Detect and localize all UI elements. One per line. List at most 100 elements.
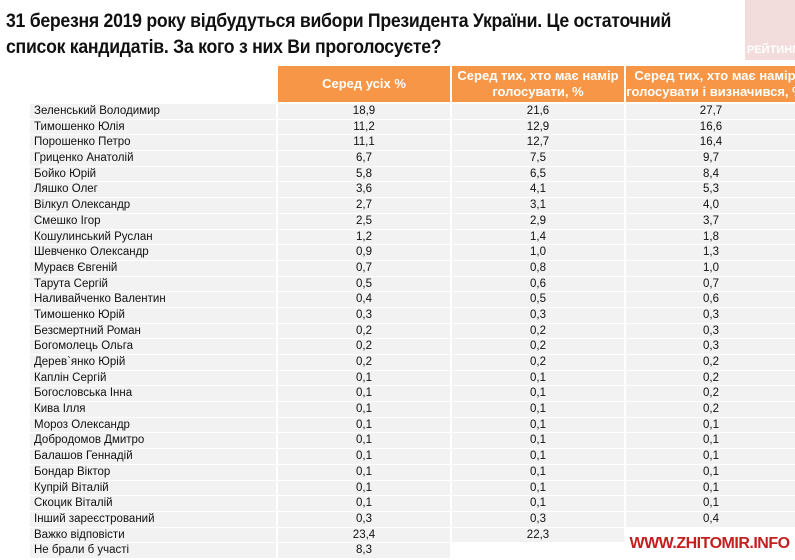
value-cell: 0,6: [626, 292, 795, 308]
candidate-name: Безсмертний Роман: [30, 323, 278, 340]
value-cell: 0,3: [626, 323, 795, 340]
value-cell: 16,4: [626, 135, 795, 152]
table-row: Тимошенко Юлія 11,2 12,9 16,6: [30, 119, 795, 136]
value-cell: 0,1: [278, 464, 452, 481]
column-header: Серед тих, хто має намір голосувати і ви…: [626, 66, 795, 102]
candidate-name: Каплін Сергій: [30, 370, 278, 387]
candidate-name: Тимошенко Юлія: [30, 119, 278, 136]
value-cell: 1,0: [452, 245, 626, 261]
value-cell: [452, 543, 626, 559]
table-row: Порошенко Петро 11,1 12,7 16,4: [30, 135, 795, 152]
value-cell: 27,7: [626, 104, 795, 120]
candidate-name: Порошенко Петро: [30, 135, 278, 152]
candidate-name: Тимошенко Юрій: [30, 307, 278, 324]
value-cell: 0,4: [278, 292, 452, 308]
table-row: Шевченко Олександр 0,9 1,0 1,3: [30, 245, 795, 261]
value-cell: 0,1: [278, 386, 452, 403]
value-cell: 0,2: [452, 323, 626, 340]
value-cell: 5,8: [278, 166, 452, 183]
value-cell: 22,3: [452, 527, 626, 544]
candidate-name: Балашов Геннадій: [30, 449, 278, 465]
value-cell: 0,2: [278, 355, 452, 371]
table-row: Наливайченко Валентин 0,4 0,5 0,6: [30, 292, 795, 308]
value-cell: 0,3: [626, 307, 795, 324]
value-cell: 0,7: [278, 260, 452, 277]
table-row: Бойко Юрій 5,8 6,5 8,4: [30, 166, 795, 183]
table-row: Богословська Інна 0,1 0,1 0,2: [30, 386, 795, 403]
value-cell: 0,1: [452, 417, 626, 434]
candidate-name: Скоцик Віталій: [30, 496, 278, 512]
value-cell: 3,6: [278, 182, 452, 199]
value-cell: 0,2: [452, 355, 626, 371]
value-cell: 0,1: [278, 417, 452, 434]
value-cell: 0,1: [626, 433, 795, 450]
value-cell: 6,7: [278, 151, 452, 167]
table-row: Добродомов Дмитро 0,1 0,1 0,1: [30, 433, 795, 450]
value-cell: 1,2: [278, 229, 452, 246]
value-cell: 1,8: [626, 229, 795, 246]
value-cell: 0,1: [452, 464, 626, 481]
table-row: Інший зареєстрований 0,3 0,3 0,4: [30, 511, 795, 528]
candidate-name: Зеленський Володимир: [30, 104, 278, 120]
value-cell: [626, 543, 795, 559]
value-cell: 0,1: [452, 449, 626, 465]
brand-logo: РЕЙТИНГ: [745, 0, 795, 60]
table-row: Дерев`янко Юрій 0,2 0,2 0,2: [30, 355, 795, 371]
value-cell: 2,9: [452, 213, 626, 230]
column-header: Серед усіх %: [278, 66, 452, 102]
value-cell: 0,6: [452, 276, 626, 293]
value-cell: 11,2: [278, 119, 452, 136]
value-cell: 0,1: [626, 449, 795, 465]
candidate-name: Гриценко Анатолій: [30, 151, 278, 167]
value-cell: 8,3: [278, 543, 452, 559]
candidate-name: Дерев`янко Юрій: [30, 355, 278, 371]
value-cell: 0,3: [452, 511, 626, 528]
value-cell: 0,1: [278, 433, 452, 450]
value-cell: 23,4: [278, 527, 452, 544]
value-cell: 0,1: [452, 370, 626, 387]
value-cell: 0,2: [626, 402, 795, 418]
table-row: Балашов Геннадій 0,1 0,1 0,1: [30, 449, 795, 465]
value-cell: 0,4: [626, 511, 795, 528]
value-cell: 0,5: [278, 276, 452, 293]
candidate-name: Кива Ілля: [30, 402, 278, 418]
candidate-name: Мураєв Євгеній: [30, 260, 278, 277]
candidate-name: Богословська Інна: [30, 386, 278, 403]
candidate-name: Інший зареєстрований: [30, 511, 278, 528]
value-cell: 8,4: [626, 166, 795, 183]
value-cell: 12,9: [452, 119, 626, 136]
value-cell: 2,5: [278, 213, 452, 230]
value-cell: 0,1: [278, 496, 452, 512]
value-cell: 0,1: [452, 386, 626, 403]
candidate-name: Смешко Ігор: [30, 213, 278, 230]
value-cell: 9,7: [626, 151, 795, 167]
table-row: Зеленський Володимир 18,9 21,6 27,7: [30, 104, 795, 120]
candidate-name: Добродомов Дмитро: [30, 433, 278, 450]
value-cell: 4,0: [626, 198, 795, 214]
value-cell: 0,3: [452, 307, 626, 324]
value-cell: 0,8: [452, 260, 626, 277]
table-row: Вілкул Олександр 2,7 3,1 4,0: [30, 198, 795, 214]
value-cell: 1,4: [452, 229, 626, 246]
candidate-name: Купрій Віталій: [30, 480, 278, 497]
table-header: Серед усіх % Серед тих, хто має намір го…: [278, 66, 795, 102]
table-row: Тимошенко Юрій 0,3 0,3 0,3: [30, 307, 795, 324]
value-cell: 0,2: [626, 355, 795, 371]
value-cell: 0,1: [278, 449, 452, 465]
value-cell: 3,7: [626, 213, 795, 230]
table-row: Ляшко Олег 3,6 4,1 5,3: [30, 182, 795, 199]
candidate-name: Вілкул Олександр: [30, 198, 278, 214]
table-row: Не брали б участі 8,3: [30, 543, 795, 559]
candidate-name: Бондар Віктор: [30, 464, 278, 481]
value-cell: 0,2: [626, 370, 795, 387]
table-row: Мороз Олександр 0,1 0,1 0,1: [30, 417, 795, 434]
value-cell: 0,1: [278, 370, 452, 387]
table-row: Каплін Сергій 0,1 0,1 0,2: [30, 370, 795, 387]
value-cell: 6,5: [452, 166, 626, 183]
table-row: Безсмертний Роман 0,2 0,2 0,3: [30, 323, 795, 340]
candidate-name: Наливайченко Валентин: [30, 292, 278, 308]
value-cell: 0,3: [278, 307, 452, 324]
candidate-name: Тарута Сергій: [30, 276, 278, 293]
value-cell: 12,7: [452, 135, 626, 152]
value-cell: 0,2: [278, 339, 452, 355]
